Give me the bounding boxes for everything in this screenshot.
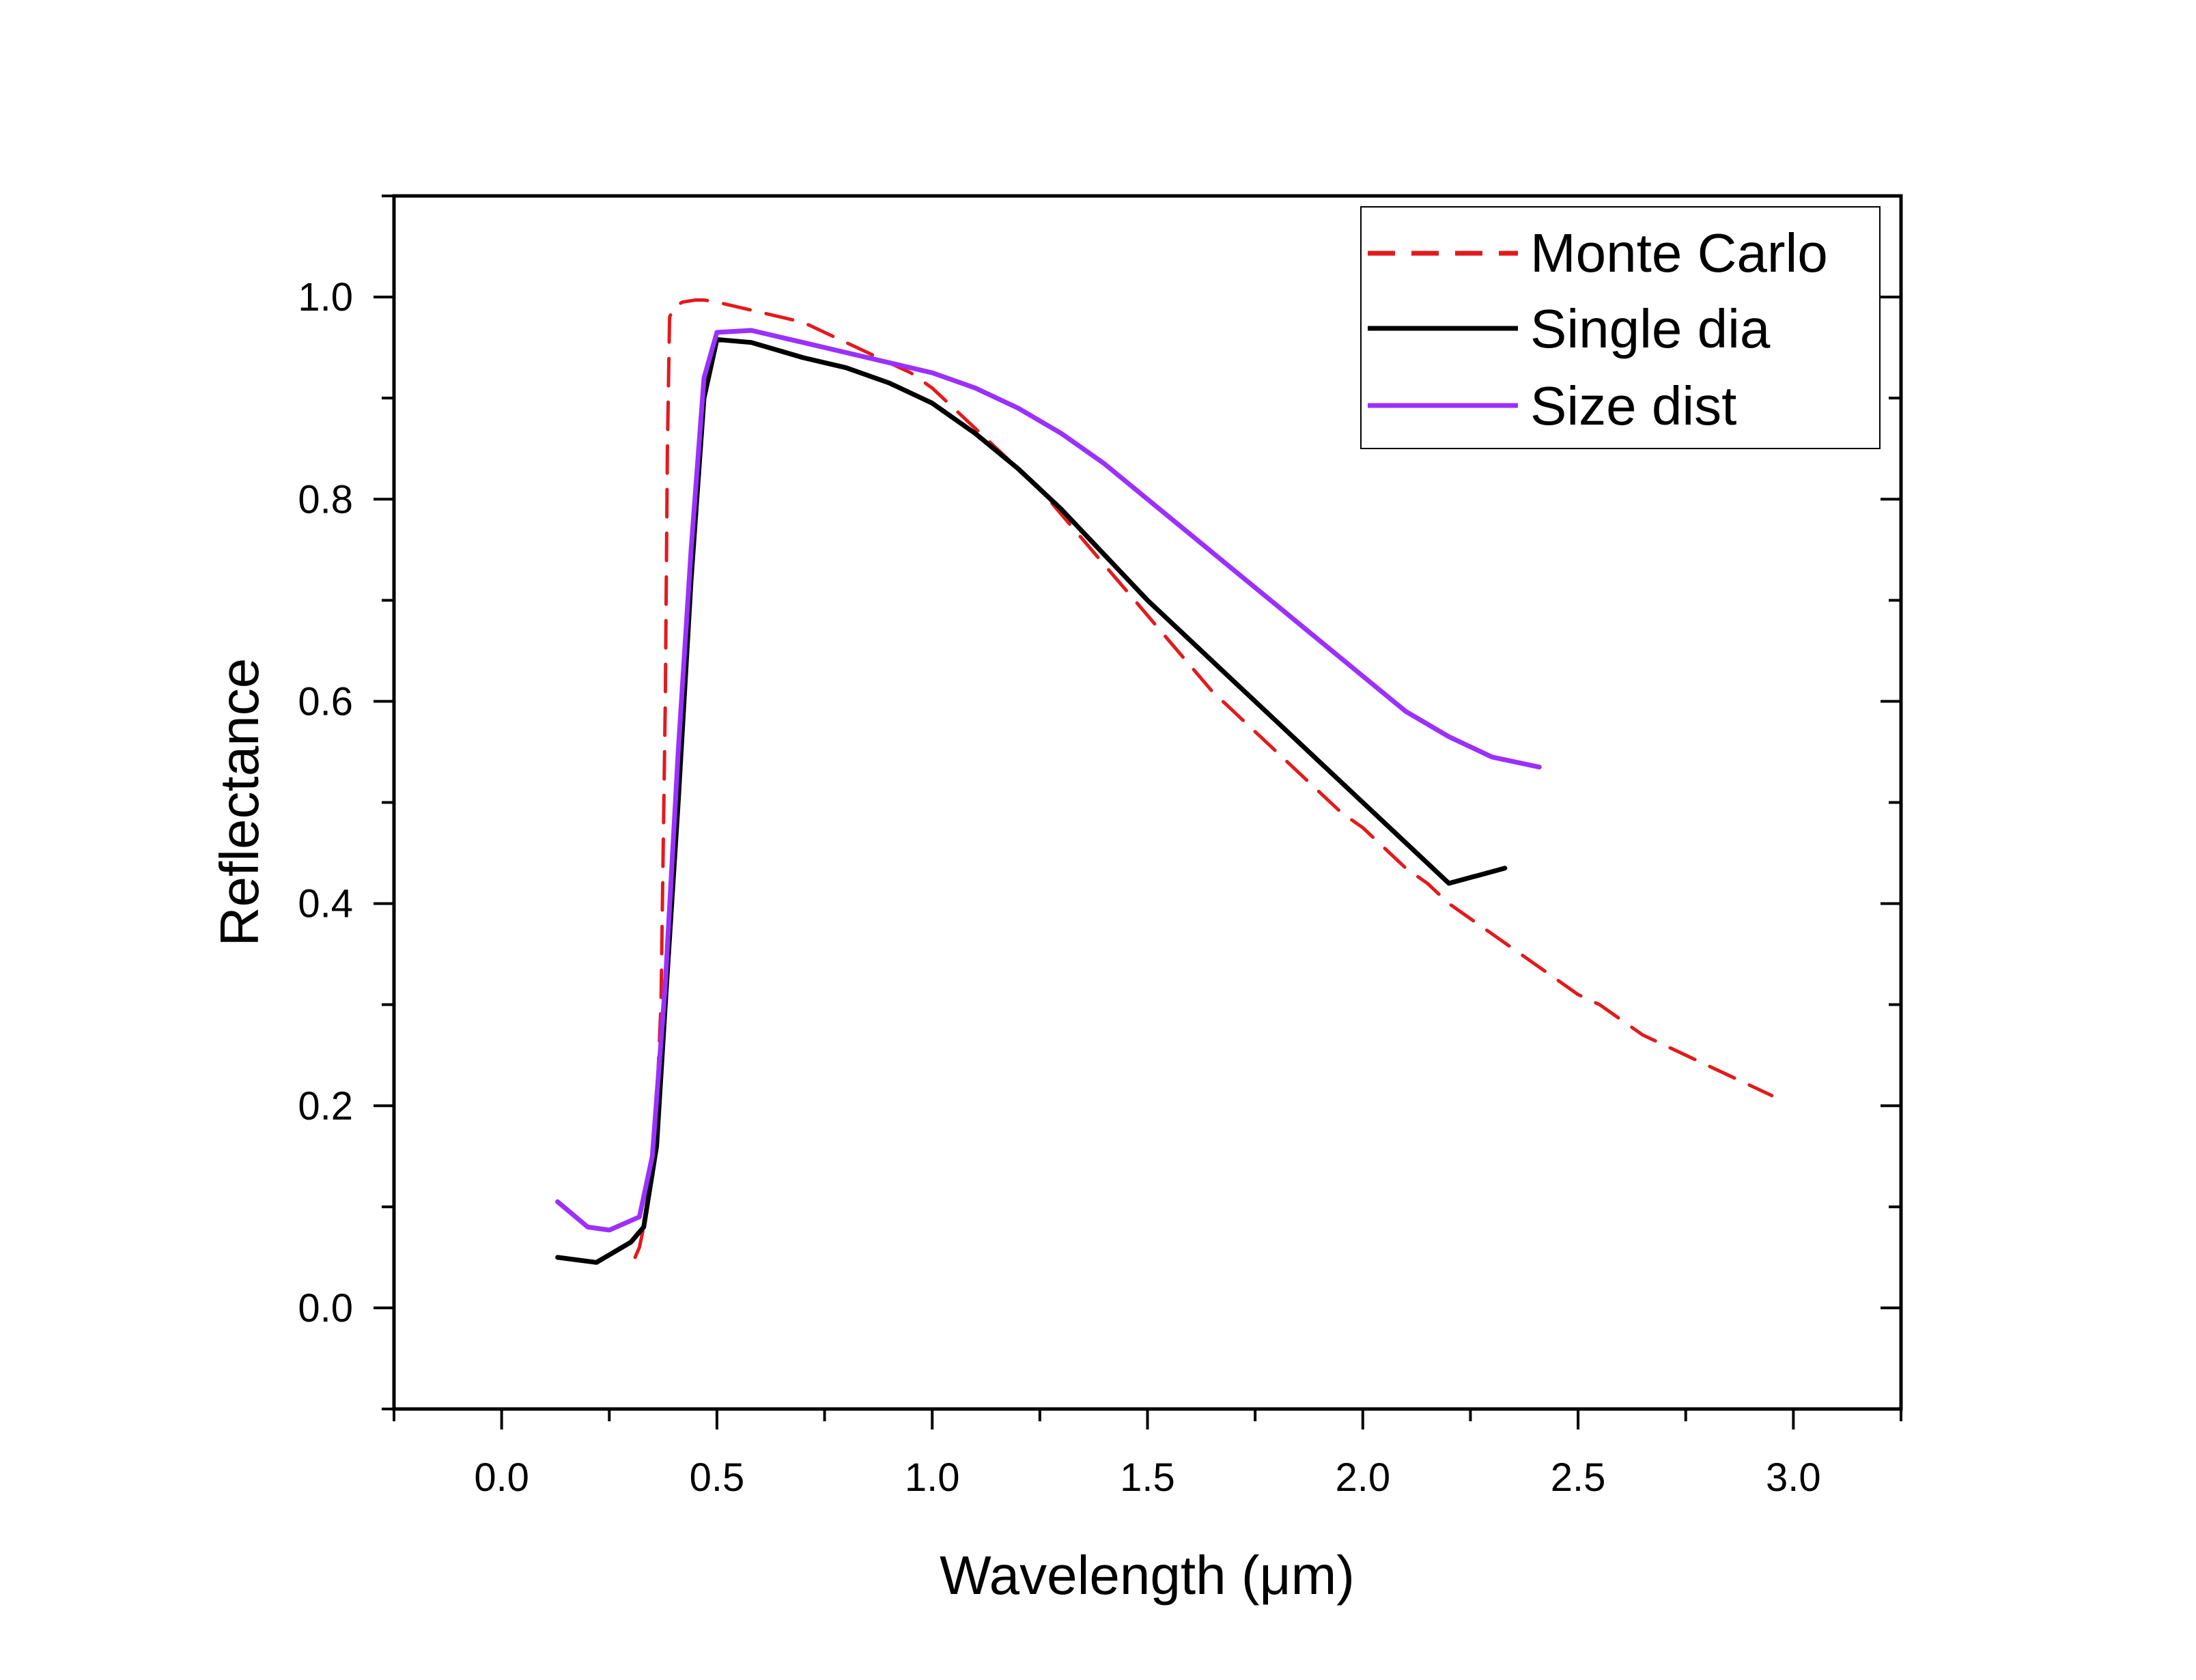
x-tick-label: 1.5	[1120, 1455, 1175, 1500]
y-tick-label: 0.4	[298, 882, 353, 926]
x-tick-label: 1.0	[905, 1455, 960, 1500]
legend-entry-single-dia: Single dia	[1368, 298, 1771, 359]
legend-label-monte-carlo: Monte Carlo	[1530, 223, 1828, 283]
legend: Monte Carlo Single dia Size dist	[1360, 206, 1881, 449]
x-axis-title: Wavelength (μm)	[940, 1545, 1355, 1606]
legend-label-size-dist: Size dist	[1530, 375, 1736, 436]
x-tick-label: 2.0	[1335, 1455, 1390, 1500]
y-tick-label: 0.6	[298, 679, 353, 724]
series-line-size-dist	[555, 328, 1542, 1233]
x-tick-label: 3.0	[1766, 1455, 1821, 1500]
y-axis-ticks: 0.0 0.2 0.4 0.6 0.8 1.0	[298, 195, 1901, 1410]
y-tick-label: 0.2	[298, 1084, 353, 1128]
y-axis-title: Reflectance	[209, 658, 270, 946]
y-tick-label: 0.8	[298, 477, 353, 522]
x-tick-label: 0.0	[474, 1455, 529, 1500]
legend-entry-monte-carlo: Monte Carlo	[1368, 223, 1828, 283]
series-line-single-dia	[555, 337, 1508, 1265]
series-line-monte-carlo	[633, 298, 1774, 1259]
x-tick-label: 0.5	[690, 1455, 745, 1500]
x-tick-label: 2.5	[1551, 1455, 1606, 1500]
y-tick-label: 0.0	[298, 1286, 353, 1330]
legend-entry-size-dist: Size dist	[1368, 375, 1736, 436]
y-tick-label: 1.0	[298, 275, 353, 319]
legend-label-single-dia: Single dia	[1530, 298, 1771, 359]
x-axis-ticks: 0.0 0.5 1.0 1.5 2.0 2.5 3.0	[393, 1409, 1902, 1500]
series-layer	[555, 298, 1774, 1265]
